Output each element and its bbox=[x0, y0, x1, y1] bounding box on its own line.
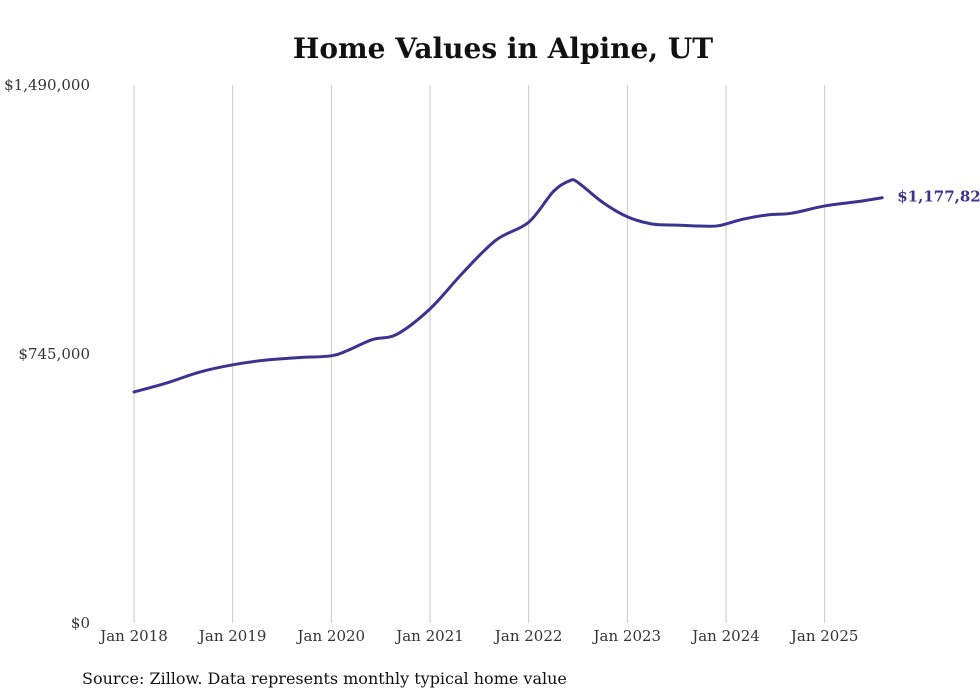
x-tick-label: Jan 2025 bbox=[789, 627, 859, 645]
x-tick-label: Jan 2022 bbox=[493, 627, 563, 645]
x-tick-label: Jan 2018 bbox=[98, 627, 168, 645]
chart-title: Home Values in Alpine, UT bbox=[293, 32, 713, 65]
x-tick-label: Jan 2024 bbox=[690, 627, 760, 645]
gridlines bbox=[133, 85, 826, 623]
y-tick-label: $745,000 bbox=[18, 345, 90, 363]
x-tick-label: Jan 2020 bbox=[296, 627, 366, 645]
end-value-label: $1,177,829 bbox=[897, 188, 980, 206]
x-tick-label: Jan 2019 bbox=[197, 627, 267, 645]
y-axis-labels: $0 $745,000 $1,490,000 bbox=[4, 76, 90, 632]
series-line bbox=[132, 178, 884, 394]
source-note: Source: Zillow. Data represents monthly … bbox=[82, 669, 567, 688]
series-layer bbox=[132, 178, 884, 394]
x-tick-label: Jan 2023 bbox=[592, 627, 662, 645]
x-tick-label: Jan 2021 bbox=[394, 627, 464, 645]
y-tick-label: $0 bbox=[71, 614, 90, 632]
x-axis-labels: Jan 2018 Jan 2019 Jan 2020 Jan 2021 Jan 2022… bbox=[98, 627, 858, 645]
y-tick-label: $1,490,000 bbox=[4, 76, 90, 94]
